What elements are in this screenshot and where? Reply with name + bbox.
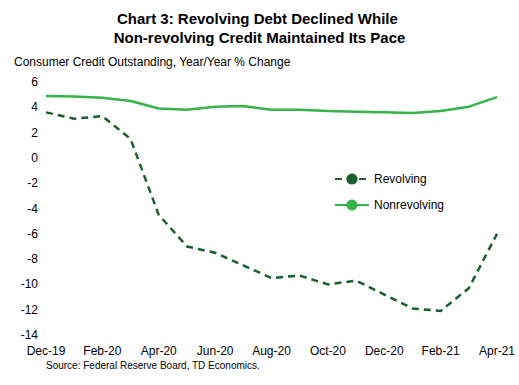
svg-text:Dec-20: Dec-20 <box>365 344 404 358</box>
svg-text:Aug-20: Aug-20 <box>252 344 291 358</box>
svg-text:Jun-20: Jun-20 <box>197 344 234 358</box>
svg-text:Apr-21: Apr-21 <box>479 344 515 358</box>
svg-text:Apr-20: Apr-20 <box>141 344 177 358</box>
svg-text:Chart 3: Revolving Debt Declin: Chart 3: Revolving Debt Declined While <box>117 10 402 27</box>
svg-text:Nonrevolving: Nonrevolving <box>374 198 444 212</box>
svg-text:2: 2 <box>31 126 38 140</box>
svg-text:Oct-20: Oct-20 <box>310 344 346 358</box>
svg-text:-10: -10 <box>21 277 39 291</box>
svg-text:Dec-19: Dec-19 <box>27 344 66 358</box>
svg-text:-14: -14 <box>21 328 39 342</box>
svg-text:Source: Federal Reserve Board,: Source: Federal Reserve Board, TD Econom… <box>46 360 260 371</box>
svg-text:Revolving: Revolving <box>374 172 427 186</box>
svg-text:-12: -12 <box>21 303 39 317</box>
svg-text:0: 0 <box>31 151 38 165</box>
svg-text:Consumer Credit Outstanding, Y: Consumer Credit Outstanding, Year/Year %… <box>14 55 291 69</box>
svg-text:-2: -2 <box>27 176 38 190</box>
svg-text:Non-revolving Credit Maintaine: Non-revolving Credit Maintained Its Pace <box>114 29 406 46</box>
svg-text:-6: -6 <box>27 227 38 241</box>
svg-text:6: 6 <box>31 75 38 89</box>
svg-text:4: 4 <box>31 100 38 114</box>
svg-text:Feb-21: Feb-21 <box>422 344 460 358</box>
svg-text:Feb-20: Feb-20 <box>83 344 121 358</box>
svg-text:-4: -4 <box>27 202 38 216</box>
svg-text:-8: -8 <box>27 252 38 266</box>
